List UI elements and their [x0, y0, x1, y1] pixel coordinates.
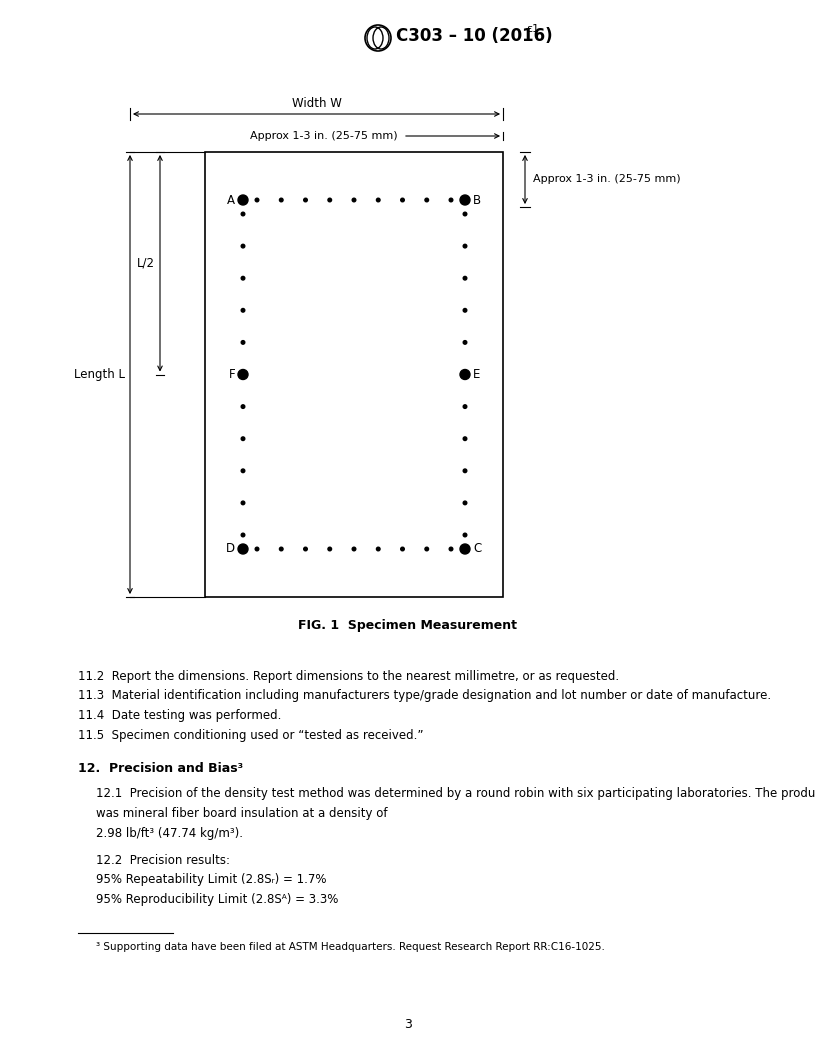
Text: C303 – 10 (2016): C303 – 10 (2016) [396, 27, 552, 45]
Text: B: B [473, 193, 481, 207]
Circle shape [463, 308, 467, 313]
Circle shape [242, 244, 245, 248]
Circle shape [449, 199, 453, 202]
Text: 95% Repeatability Limit (2.8Sᵣ) = 1.7%: 95% Repeatability Limit (2.8Sᵣ) = 1.7% [96, 873, 326, 886]
Circle shape [304, 199, 308, 202]
Text: 3: 3 [404, 1018, 412, 1031]
Text: 12.2  Precision results:: 12.2 Precision results: [96, 854, 230, 867]
Text: Width W: Width W [291, 97, 341, 110]
Circle shape [463, 437, 467, 440]
Circle shape [463, 502, 467, 505]
Circle shape [463, 404, 467, 409]
Circle shape [463, 212, 467, 215]
Text: 2.98 lb/ft³ (47.74 kg/m³).: 2.98 lb/ft³ (47.74 kg/m³). [96, 827, 243, 840]
Circle shape [242, 404, 245, 409]
Circle shape [463, 244, 467, 248]
Circle shape [255, 199, 259, 202]
Circle shape [238, 544, 248, 554]
Circle shape [328, 547, 331, 551]
Text: A: A [227, 193, 235, 207]
Circle shape [401, 199, 404, 202]
Circle shape [242, 277, 245, 280]
Circle shape [425, 199, 428, 202]
Circle shape [401, 547, 404, 551]
Circle shape [460, 370, 470, 379]
Circle shape [242, 308, 245, 313]
Circle shape [353, 547, 356, 551]
Circle shape [242, 437, 245, 440]
Circle shape [279, 547, 283, 551]
Circle shape [242, 533, 245, 536]
Circle shape [279, 199, 283, 202]
Text: FIG. 1  Specimen Measurement: FIG. 1 Specimen Measurement [299, 619, 517, 631]
Text: D: D [226, 543, 235, 555]
Text: 11.4  Date testing was performed.: 11.4 Date testing was performed. [78, 709, 282, 722]
Circle shape [242, 373, 245, 376]
Circle shape [328, 199, 331, 202]
Circle shape [463, 277, 467, 280]
Circle shape [255, 547, 259, 551]
Circle shape [376, 199, 380, 202]
Circle shape [242, 341, 245, 344]
Text: C: C [473, 543, 481, 555]
Text: Approx 1-3 in. (25-75 mm): Approx 1-3 in. (25-75 mm) [251, 131, 398, 142]
Circle shape [238, 195, 248, 205]
Circle shape [460, 544, 470, 554]
Circle shape [460, 195, 470, 205]
Text: 12.1  Precision of the density test method was determined by a round robin with : 12.1 Precision of the density test metho… [96, 788, 816, 800]
Circle shape [463, 533, 467, 536]
Bar [205, 152, 503, 597]
Circle shape [376, 547, 380, 551]
Text: F: F [228, 367, 235, 381]
Text: E: E [473, 367, 481, 381]
Text: 12.  Precision and Bias³: 12. Precision and Bias³ [78, 762, 243, 775]
Text: Approx 1-3 in. (25-75 mm): Approx 1-3 in. (25-75 mm) [533, 174, 681, 185]
Text: L/2: L/2 [137, 257, 155, 269]
Text: ε1: ε1 [526, 24, 539, 34]
Circle shape [353, 199, 356, 202]
Circle shape [304, 547, 308, 551]
Text: 11.5  Specimen conditioning used or “tested as received.”: 11.5 Specimen conditioning used or “test… [78, 729, 424, 741]
Circle shape [242, 212, 245, 215]
Text: 11.3  Material identification including manufacturers type/grade designation and: 11.3 Material identification including m… [78, 690, 771, 702]
Circle shape [425, 547, 428, 551]
Text: Length L: Length L [74, 367, 125, 381]
Circle shape [242, 469, 245, 473]
Text: ³ Supporting data have been filed at ASTM Headquarters. Request Research Report : ³ Supporting data have been filed at AST… [96, 943, 605, 953]
Text: was mineral fiber board insulation at a density of: was mineral fiber board insulation at a … [96, 807, 388, 821]
Text: 11.2  Report the dimensions. Report dimensions to the nearest millimetre, or as : 11.2 Report the dimensions. Report dimen… [78, 670, 619, 683]
Text: 95% Reproducibility Limit (2.8Sᴬ) = 3.3%: 95% Reproducibility Limit (2.8Sᴬ) = 3.3% [96, 893, 339, 906]
Circle shape [463, 341, 467, 344]
Circle shape [238, 370, 248, 379]
Circle shape [463, 373, 467, 376]
Circle shape [463, 469, 467, 473]
Circle shape [242, 502, 245, 505]
Circle shape [449, 547, 453, 551]
